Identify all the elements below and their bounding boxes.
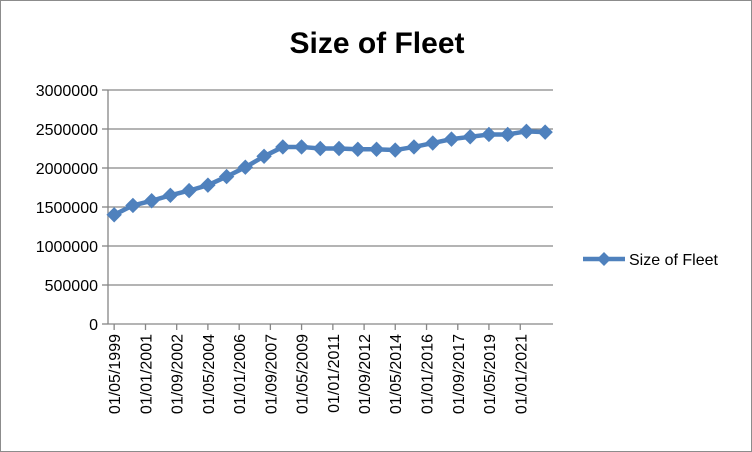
data-point <box>200 177 216 193</box>
data-point <box>537 124 553 140</box>
data-point <box>125 197 141 214</box>
x-tick-label: 01/05/1999 <box>107 334 124 414</box>
data-point <box>293 139 310 155</box>
series-line <box>113 129 546 217</box>
y-tick-label: 3000000 <box>36 83 98 100</box>
x-tick-label: 01/09/2012 <box>357 334 374 414</box>
x-tick-label: 01/09/2002 <box>170 334 187 414</box>
data-point <box>481 126 497 143</box>
y-tick-label: 2500000 <box>36 122 98 139</box>
data-point <box>331 140 347 157</box>
y-tick-label: 0 <box>89 317 98 334</box>
x-tick-label: 01/01/2001 <box>139 334 156 414</box>
axes: 0 500000 1000000 1500000 2000000 2500000 30000… <box>36 83 553 414</box>
series-layer <box>106 123 553 223</box>
chart-title: Size of Fleet <box>289 27 464 60</box>
data-point <box>275 139 291 155</box>
data-point <box>462 129 478 145</box>
data-point <box>443 131 460 147</box>
x-tick-label: 01/01/2011 <box>326 334 343 413</box>
x-tick-label: 01/05/2009 <box>295 334 312 414</box>
y-tick-label: 2000000 <box>36 161 98 178</box>
y-tick-label: 1500000 <box>36 200 98 217</box>
data-point <box>406 139 422 155</box>
y-tick-label: 1000000 <box>36 239 98 256</box>
data-point <box>368 141 385 157</box>
legend: Size of Fleet <box>583 252 718 269</box>
data-point <box>518 123 535 140</box>
data-point <box>162 187 179 204</box>
x-tick-label: 01/05/2004 <box>201 334 218 414</box>
x-tick-label: 01/01/2021 <box>513 334 530 414</box>
x-tick-label: 01/09/2017 <box>451 334 468 414</box>
data-point <box>256 148 272 165</box>
legend-label: Size of Fleet <box>629 252 718 269</box>
data-point <box>499 126 516 143</box>
data-point <box>387 142 403 158</box>
x-tick-label: 01/05/2014 <box>388 334 405 414</box>
data-point <box>218 168 235 185</box>
data-point <box>425 135 441 151</box>
legend-marker <box>597 252 611 266</box>
x-tick-label: 01/05/2019 <box>482 334 499 414</box>
data-point <box>181 182 197 199</box>
x-tick-label: 01/01/2016 <box>420 334 437 414</box>
x-tick-label: 01/01/2006 <box>232 334 249 414</box>
data-point <box>143 193 160 209</box>
x-tick-label: 01/09/2007 <box>263 334 280 414</box>
gridlines <box>108 89 553 286</box>
data-point <box>237 159 254 175</box>
data-point <box>106 207 122 223</box>
y-tick-label: 500000 <box>45 278 98 295</box>
data-point <box>350 141 366 157</box>
data-point <box>312 140 328 157</box>
